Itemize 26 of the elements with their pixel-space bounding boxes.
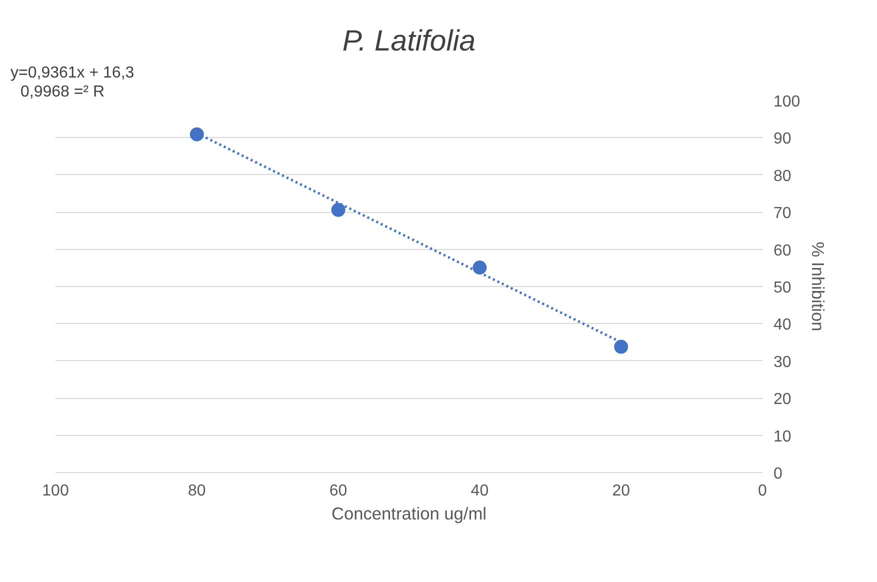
x-axis-title: Concentration ug/ml xyxy=(331,504,487,524)
y-tick-label: 100 xyxy=(774,94,800,110)
y-tick-label: 80 xyxy=(774,168,792,185)
point xyxy=(331,202,346,217)
y-axis-title: % Inhibition xyxy=(808,242,828,332)
y-tick-label: 10 xyxy=(774,428,792,446)
y-tick-label: 40 xyxy=(774,316,792,334)
x-tick-label: 100 xyxy=(42,482,69,500)
y-tick-label: 90 xyxy=(774,130,792,148)
y-tick-label: 60 xyxy=(774,242,792,260)
x-tick-label: 40 xyxy=(470,482,489,500)
annotation: 0,9968 =² R xyxy=(20,84,105,100)
x-tick-label: 20 xyxy=(612,482,630,500)
y-tick-label: 70 xyxy=(774,205,792,222)
chart-title: P. Latifolia xyxy=(342,24,476,58)
x-tick-label: 0 xyxy=(758,482,768,500)
text: y=0,9361x + 16,3 xyxy=(10,64,134,82)
y-tick-label: 50 xyxy=(774,280,792,296)
y-tick-label: 20 xyxy=(774,391,792,408)
point xyxy=(472,260,487,275)
y-tick-label: 30 xyxy=(774,354,792,371)
point xyxy=(614,340,628,354)
x-tick-label: 60 xyxy=(329,482,348,500)
point xyxy=(190,127,204,142)
x-tick-label: 80 xyxy=(188,482,206,500)
y-tick-label: 0 xyxy=(774,466,782,482)
